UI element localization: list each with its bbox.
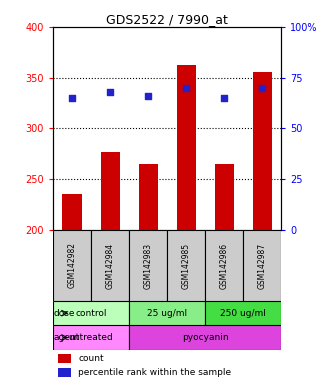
Bar	[243, 230, 281, 301]
Text: 25 ug/ml: 25 ug/ml	[147, 309, 187, 318]
Bar	[129, 325, 281, 350]
Point	[183, 85, 189, 91]
Bar	[215, 164, 234, 230]
Bar	[167, 230, 205, 301]
Text: GSM142984: GSM142984	[106, 242, 115, 288]
Bar	[53, 301, 129, 325]
Bar	[101, 152, 119, 230]
Text: 250 ug/ml: 250 ug/ml	[220, 309, 266, 318]
Text: untreated: untreated	[69, 333, 114, 342]
Bar	[53, 230, 91, 301]
Bar	[205, 301, 281, 325]
Text: GSM142986: GSM142986	[220, 242, 229, 288]
Text: GSM142982: GSM142982	[68, 242, 76, 288]
Text: agent: agent	[54, 333, 80, 342]
Title: GDS2522 / 7990_at: GDS2522 / 7990_at	[106, 13, 228, 26]
Bar	[205, 230, 243, 301]
Bar	[53, 325, 129, 350]
Bar	[58, 368, 71, 377]
Text: control: control	[75, 309, 107, 318]
Point	[69, 95, 74, 101]
Point	[221, 95, 227, 101]
Bar	[253, 71, 272, 230]
Point	[107, 89, 113, 95]
Bar	[58, 354, 71, 363]
Bar	[91, 230, 129, 301]
Text: percentile rank within the sample: percentile rank within the sample	[78, 368, 231, 377]
Bar	[129, 230, 167, 301]
Bar	[129, 301, 205, 325]
Text: pyocyanin: pyocyanin	[182, 333, 228, 342]
Text: GSM142985: GSM142985	[182, 242, 191, 288]
Text: GSM142987: GSM142987	[258, 242, 267, 288]
Bar	[177, 65, 196, 230]
Text: dose: dose	[54, 309, 75, 318]
Text: count: count	[78, 354, 104, 363]
Point	[145, 93, 151, 99]
Point	[260, 85, 265, 91]
Bar	[63, 194, 81, 230]
Text: GSM142983: GSM142983	[144, 242, 153, 288]
Bar	[139, 164, 158, 230]
